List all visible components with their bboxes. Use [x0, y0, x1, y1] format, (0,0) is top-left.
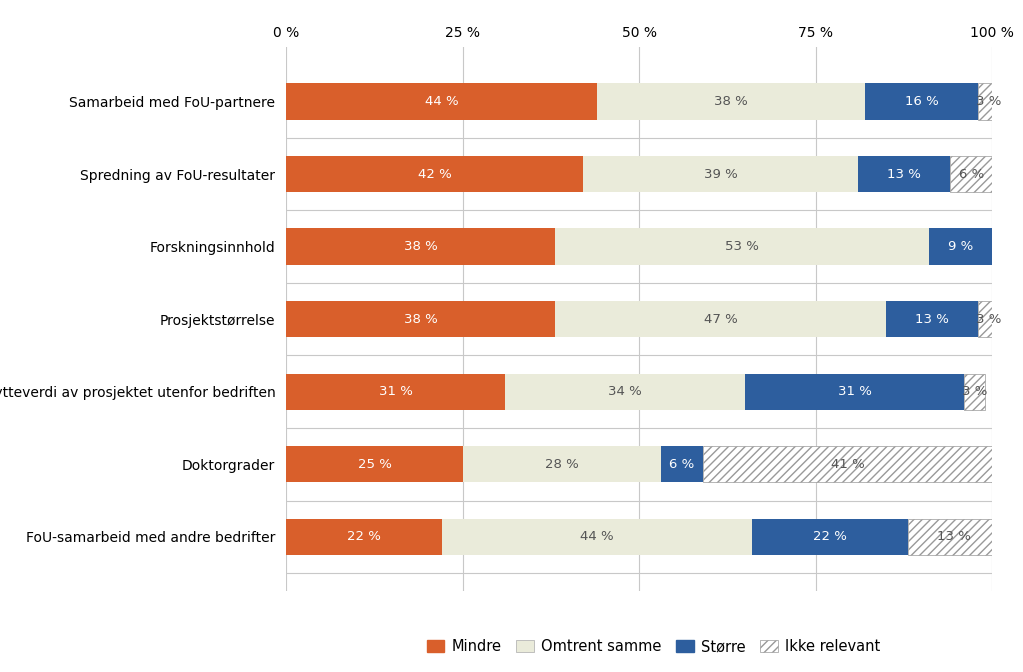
Text: 3 %: 3 %: [976, 312, 1002, 326]
Bar: [286, 156, 583, 192]
Bar: [865, 83, 978, 120]
Text: 31 %: 31 %: [838, 385, 872, 398]
Text: 41 %: 41 %: [831, 458, 864, 471]
Bar: [597, 83, 865, 120]
Bar: [964, 374, 985, 410]
Bar: [886, 301, 978, 337]
Bar: [442, 519, 752, 555]
Bar: [286, 446, 462, 482]
Bar: [286, 83, 597, 120]
Bar: [286, 374, 505, 410]
Bar: [703, 446, 992, 482]
Bar: [286, 228, 554, 265]
Bar: [929, 228, 992, 265]
Text: 22 %: 22 %: [813, 530, 847, 544]
Bar: [505, 374, 745, 410]
Bar: [554, 228, 929, 265]
Text: 13 %: 13 %: [887, 167, 921, 181]
Bar: [554, 301, 886, 337]
Text: 38 %: 38 %: [714, 95, 748, 108]
Bar: [752, 519, 907, 555]
Bar: [858, 156, 950, 192]
Text: 44 %: 44 %: [580, 530, 614, 544]
Text: 13 %: 13 %: [916, 312, 949, 326]
Bar: [583, 156, 858, 192]
Text: 47 %: 47 %: [704, 312, 738, 326]
Text: 3 %: 3 %: [962, 385, 987, 398]
Text: 25 %: 25 %: [358, 458, 392, 471]
Bar: [286, 301, 554, 337]
Bar: [462, 446, 661, 482]
Text: 39 %: 39 %: [704, 167, 738, 181]
Bar: [661, 446, 703, 482]
Text: 44 %: 44 %: [425, 95, 458, 108]
Text: 3 %: 3 %: [976, 95, 1002, 108]
Text: 22 %: 22 %: [347, 530, 381, 544]
Text: 34 %: 34 %: [609, 385, 642, 398]
Bar: [978, 83, 999, 120]
Bar: [978, 301, 999, 337]
Text: 16 %: 16 %: [905, 95, 938, 108]
Text: 28 %: 28 %: [545, 458, 579, 471]
Text: 6 %: 6 %: [669, 458, 695, 471]
Text: 31 %: 31 %: [379, 385, 413, 398]
Text: 38 %: 38 %: [404, 240, 438, 253]
Text: 38 %: 38 %: [404, 312, 438, 326]
Bar: [907, 519, 999, 555]
Bar: [745, 374, 964, 410]
Text: 9 %: 9 %: [948, 240, 973, 253]
Text: 53 %: 53 %: [724, 240, 759, 253]
Bar: [950, 156, 992, 192]
Bar: [286, 519, 442, 555]
Legend: Mindre, Omtrent samme, Større, Ikke relevant: Mindre, Omtrent samme, Større, Ikke rele…: [421, 634, 886, 661]
Text: 6 %: 6 %: [959, 167, 984, 181]
Text: 42 %: 42 %: [417, 167, 451, 181]
Text: 13 %: 13 %: [936, 530, 971, 544]
